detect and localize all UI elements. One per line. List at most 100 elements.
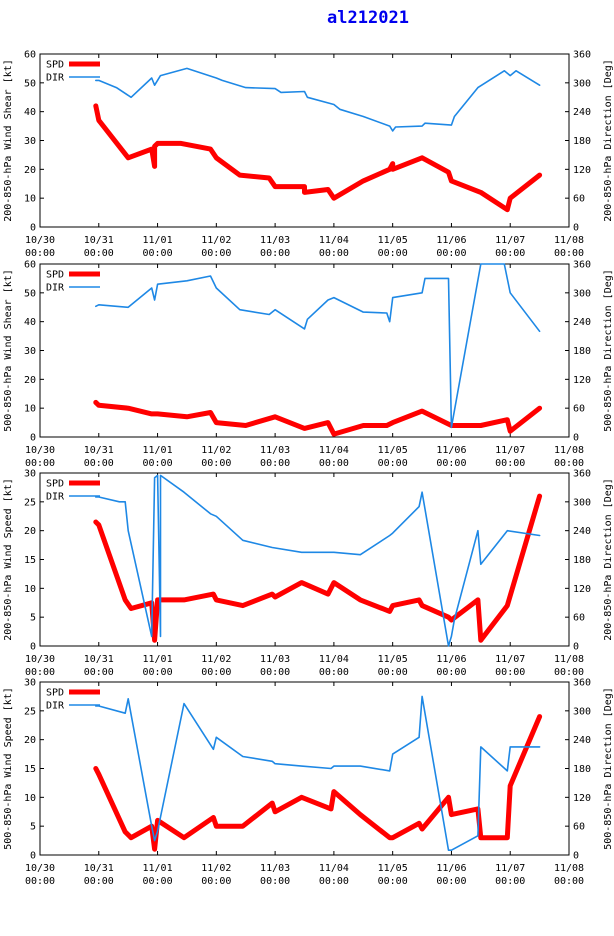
chart-2-xtick-label: 11/06 00:00 — [436, 445, 466, 469]
chart-4-ylabel-left: 500-850-hPa Wind Speed [kt] — [3, 687, 14, 850]
chart-4-legend-label-dir: DIR — [46, 701, 65, 712]
chart-1-xtick-label: 11/01 00:00 — [143, 235, 173, 259]
chart-1-xtick-label: 11/03 00:00 — [260, 235, 290, 259]
chart-4-ytick-right-label: 0 — [573, 851, 579, 862]
chart-3-ytick-right-label: 300 — [573, 497, 591, 508]
chart-1-series-spd-line — [93, 103, 543, 213]
chart-1-legend-label-spd: SPD — [46, 60, 64, 71]
chart-3-xtick-label: 11/05 00:00 — [378, 654, 408, 678]
chart-1-ytick-right-label: 120 — [573, 165, 591, 176]
chart-4-xtick-label: 11/03 00:00 — [260, 863, 290, 887]
chart-2-ytick-right-label: 120 — [573, 375, 591, 386]
chart-2-xtick-label: 11/05 00:00 — [378, 445, 408, 469]
chart-2-ytick-left-label: 50 — [24, 288, 36, 299]
chart-1-xtick-label: 11/08 00:00 — [554, 235, 584, 259]
chart-3-legend-label-dir: DIR — [46, 492, 65, 503]
chart-3-series-spd-line — [93, 493, 543, 643]
chart-2-xtick-label: 11/03 00:00 — [260, 445, 290, 469]
chart-1-xtick-label: 11/05 00:00 — [378, 235, 408, 259]
chart-3-ytick-left-label: 0 — [30, 642, 36, 653]
chart-4-ytick-right-label: 60 — [573, 822, 585, 833]
chart-1-ytick-right-label: 180 — [573, 136, 591, 147]
chart-4-ytick-left-label: 10 — [24, 793, 36, 804]
chart-3-ytick-right-label: 360 — [573, 469, 591, 480]
chart-2-legend-label-spd: SPD — [46, 270, 64, 281]
chart-1-ytick-left-label: 60 — [24, 50, 36, 61]
chart-2-ytick-left-label: 30 — [24, 346, 36, 357]
chart-4-xtick-label: 11/08 00:00 — [554, 863, 584, 887]
chart-4-ytick-left-label: 25 — [24, 706, 36, 717]
chart-1-ytick-left-label: 40 — [24, 107, 36, 118]
chart-3-ytick-right-label: 0 — [573, 642, 579, 653]
chart-2-ylabel-right: 500-850-hPa Direction [Deg] — [603, 269, 614, 432]
chart-3-ytick-right-label: 240 — [573, 526, 591, 537]
chart-4-plot-frame — [39, 681, 570, 856]
chart-3-xtick-label: 10/31 00:00 — [84, 654, 114, 678]
chart-3-legend-label-spd: SPD — [46, 479, 64, 490]
chart-2-series-spd-line — [93, 399, 543, 437]
chart-1-ytick-left-label: 30 — [24, 136, 36, 147]
chart-3-ytick-left-label: 10 — [24, 584, 36, 595]
chart-2-ytick-left-label: 20 — [24, 375, 36, 386]
chart-4-xtick-label: 11/07 00:00 — [495, 863, 525, 887]
chart-3-ytick-right-label: 120 — [573, 584, 591, 595]
chart-3-ytick-left-label: 20 — [24, 526, 36, 537]
chart-4-ytick-left-label: 30 — [24, 678, 36, 689]
chart-2-ytick-right-label: 300 — [573, 288, 591, 299]
chart-4-xtick-label: 11/01 00:00 — [143, 863, 173, 887]
chart-2-series-dir-line — [95, 263, 541, 429]
chart-1-ytick-left-label: 0 — [30, 223, 36, 234]
chart-2-ytick-right-label: 360 — [573, 260, 591, 271]
chart-1-ylabel-right: 200-850-hPa Direction [Deg] — [603, 59, 614, 222]
chart-2-xtick-label: 10/31 00:00 — [84, 445, 114, 469]
chart-4-xtick-label: 10/31 00:00 — [84, 863, 114, 887]
chart-1-xtick-label: 11/06 00:00 — [436, 235, 466, 259]
chart-2-ytick-right-label: 240 — [573, 317, 591, 328]
chart-2-ytick-right-label: 180 — [573, 346, 591, 357]
chart-2-legend-label-dir: DIR — [46, 283, 65, 294]
chart-2-xtick-label: 11/01 00:00 — [143, 445, 173, 469]
chart-1-xtick-label: 10/31 00:00 — [84, 235, 114, 259]
page-title: al212021 — [327, 8, 409, 28]
chart-3-xtick-label: 11/08 00:00 — [554, 654, 584, 678]
chart-1-xtick-label: 11/04 00:00 — [319, 235, 349, 259]
chart-1-ytick-right-label: 360 — [573, 50, 591, 61]
chart-1-ytick-right-label: 300 — [573, 78, 591, 89]
chart-3-xtick-label: 10/30 00:00 — [25, 654, 55, 678]
chart-4-legend-label-spd: SPD — [46, 688, 64, 699]
chart-3-xtick-label: 11/03 00:00 — [260, 654, 290, 678]
chart-4-xtick-label: 11/02 00:00 — [201, 863, 231, 887]
chart-1-ylabel-left: 200-850-hPa Wind Shear [kt] — [3, 59, 14, 222]
chart-4-ytick-left-label: 0 — [30, 851, 36, 862]
chart-3-ytick-right-label: 180 — [573, 555, 591, 566]
chart-3-ytick-left-label: 15 — [24, 555, 36, 566]
chart-1-xtick-label: 11/07 00:00 — [495, 235, 525, 259]
chart-2-ytick-left-label: 0 — [30, 433, 36, 444]
chart-2-xtick-label: 11/08 00:00 — [554, 445, 584, 469]
chart-4-ytick-left-label: 15 — [24, 764, 36, 775]
chart-4-xtick-label: 11/04 00:00 — [319, 863, 349, 887]
chart-3-xtick-label: 11/04 00:00 — [319, 654, 349, 678]
chart-3-ylabel-left: 200-850-hPa Wind Speed [kt] — [3, 478, 14, 641]
chart-2-ytick-right-label: 0 — [573, 433, 579, 444]
chart-2-ylabel-left: 500-850-hPa Wind Shear [kt] — [3, 269, 14, 432]
chart-1-xtick-label: 11/02 00:00 — [201, 235, 231, 259]
chart-3-ylabel-right: 200-850-hPa Direction [Deg] — [603, 478, 614, 641]
chart-2-xtick-label: 10/30 00:00 — [25, 445, 55, 469]
chart-4-ytick-left-label: 5 — [30, 822, 36, 833]
chart-4-series-spd-line — [93, 714, 543, 852]
chart-2-xtick-label: 11/04 00:00 — [319, 445, 349, 469]
chart-3-ytick-left-label: 5 — [30, 613, 36, 624]
chart-3-xtick-label: 11/07 00:00 — [495, 654, 525, 678]
chart-2-ytick-left-label: 10 — [24, 404, 36, 415]
chart-2-ytick-left-label: 60 — [24, 260, 36, 271]
chart-1-ytick-right-label: 0 — [573, 223, 579, 234]
chart-3-series-dir-line — [95, 474, 541, 647]
chart-3-xtick-label: 11/01 00:00 — [143, 654, 173, 678]
chart-1-series-dir-line — [95, 67, 541, 132]
chart-4-xtick-label: 11/05 00:00 — [378, 863, 408, 887]
chart-1-ytick-left-label: 20 — [24, 165, 36, 176]
chart-4-ytick-left-label: 20 — [24, 735, 36, 746]
chart-4-ytick-right-label: 120 — [573, 793, 591, 804]
